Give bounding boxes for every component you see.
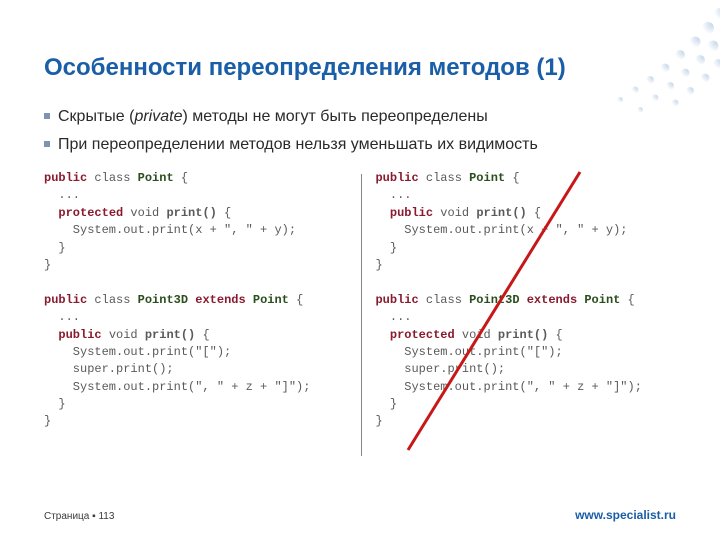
bullet-text: При переопределении методов нельзя умень… [58, 132, 538, 158]
code-left: public class Point { ... protected void … [44, 170, 361, 460]
bullet-item: При переопределении методов нельзя умень… [44, 132, 664, 158]
footer-site: www.specialist.ru [575, 508, 676, 522]
bullet-square-icon [44, 141, 50, 147]
slide-title: Особенности переопределения методов (1) [44, 54, 566, 82]
footer-page: Страница ▪ 113 [44, 511, 114, 522]
bullet-list: Скрытые (private) методы не могут быть п… [44, 104, 664, 159]
code-right: public class Point { ... public void pri… [361, 170, 678, 460]
bullet-item: Скрытые (private) методы не могут быть п… [44, 104, 664, 130]
bullet-text: Скрытые (private) методы не могут быть п… [58, 104, 488, 130]
code-area: public class Point { ... protected void … [44, 170, 678, 460]
slide: Особенности переопределения методов (1) … [0, 0, 720, 540]
bullet-square-icon [44, 113, 50, 119]
